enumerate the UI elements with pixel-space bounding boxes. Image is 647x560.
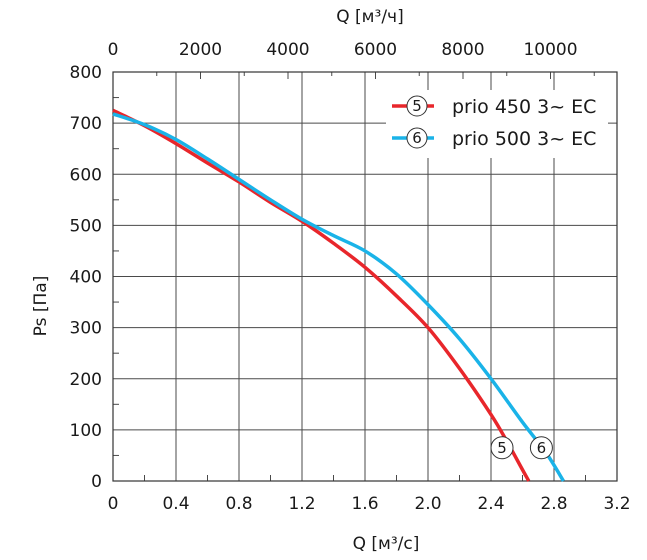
legend-marker-label-series-2: 6 (412, 129, 422, 147)
x-axis-top-title: Q [м³/ч] (336, 7, 403, 27)
y-tick-label-0: 0 (91, 472, 102, 492)
curve-marker-label-1: 5 (497, 439, 507, 457)
x2-tick-label-2: 4000 (266, 40, 309, 60)
x2-tick-label-1: 2000 (179, 40, 222, 60)
curve-marker-label-2: 6 (537, 439, 547, 457)
legend-entry-series-2: 6 prio 500 3~ EC (392, 127, 596, 150)
x-axis-bottom-title: Q [м³/с] (353, 534, 420, 554)
x-tick-label-4: 1.6 (351, 494, 378, 514)
x-tick-label-6: 2.4 (477, 494, 504, 514)
legend-label-series-1: prio 450 3~ EC (452, 96, 596, 118)
y-tick-label-1: 100 (70, 421, 102, 441)
x-tick-label-8: 3.2 (603, 494, 630, 514)
x-tick-label-2: 0.8 (225, 494, 252, 514)
plot-frame (112, 71, 618, 482)
x-tick-label-3: 1.2 (288, 494, 315, 514)
x2-tick-label-5: 10000 (523, 40, 577, 60)
tick-labels: 0 0.4 0.8 1.2 1.6 2.0 2.4 2.8 3.20 2000 4000 6000 80… (70, 40, 631, 514)
series-line-1 (112, 108, 531, 482)
y-tick-label-3: 300 (70, 319, 102, 339)
y-tick-label-4: 400 (70, 268, 102, 288)
legend-marker-circle-series-1 (406, 95, 428, 117)
curve-marker-circle-1 (490, 436, 514, 460)
x2-tick-label-3: 6000 (354, 40, 397, 60)
x2-tick-label-4: 8000 (441, 40, 484, 60)
y-tick-label-8: 800 (70, 63, 102, 83)
y-tick-label-5: 500 (70, 216, 102, 236)
y-axis-title: Ps [Па] (31, 276, 51, 337)
y-tick-label-2: 200 (70, 370, 102, 390)
x2-tick-label-0: 0 (108, 40, 119, 60)
y-tick-label-7: 700 (70, 114, 102, 134)
legend-marker-circle-series-2 (406, 127, 428, 149)
x-tick-label-7: 2.8 (540, 494, 567, 514)
legend-entry-series-1: 5 prio 450 3~ EC (392, 95, 596, 118)
plot-border (112, 71, 618, 482)
series-line-2 (112, 112, 565, 482)
curve-marker-circle-2 (529, 436, 553, 460)
legend-marker-label-series-1: 5 (412, 97, 422, 115)
x-tick-label-1: 0.4 (162, 494, 189, 514)
x-tick-label-5: 2.0 (414, 494, 441, 514)
y-tick-label-6: 600 (70, 165, 102, 185)
legend: 5 prio 450 3~ EC 6 prio 500 3~ EC (386, 90, 608, 158)
legend-label-series-2: prio 500 3~ EC (452, 128, 596, 150)
x-tick-label-0: 0 (108, 494, 119, 514)
